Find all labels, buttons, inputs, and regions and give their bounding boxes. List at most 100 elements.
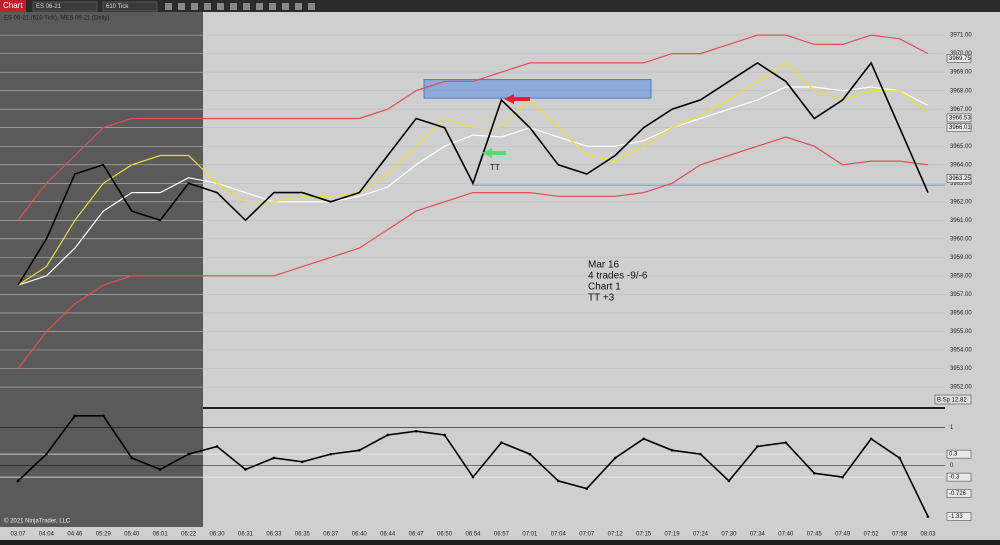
osc-dot bbox=[301, 460, 304, 464]
trade-tag: TT bbox=[490, 163, 500, 172]
y-tick-label: 3960.00 bbox=[950, 236, 972, 242]
y-tick-label: 3955.00 bbox=[950, 329, 972, 335]
entry-arrow bbox=[482, 148, 506, 158]
osc-dot bbox=[187, 452, 190, 456]
x-tick-label: 06:57 bbox=[494, 532, 510, 538]
price-marker: 3963.25 bbox=[949, 176, 971, 182]
price-marker: 3969.75 bbox=[949, 56, 971, 62]
osc-dot bbox=[642, 437, 645, 441]
x-tick-label: 03:07 bbox=[10, 532, 26, 538]
period-select[interactable] bbox=[102, 1, 158, 12]
y-tick-label: 1 bbox=[950, 425, 954, 431]
price-marker-box bbox=[946, 174, 972, 183]
osc-dot bbox=[699, 452, 702, 456]
x-tick-label: 07:49 bbox=[835, 532, 851, 538]
osc-dot bbox=[158, 468, 162, 471]
x-tick-label: 05:40 bbox=[124, 532, 140, 538]
x-tick-label: 07:34 bbox=[750, 532, 766, 538]
x-tick-label: 06:37 bbox=[323, 532, 339, 538]
x-tick-label: 06:01 bbox=[153, 532, 169, 538]
note-line: Chart 1 bbox=[588, 282, 621, 293]
y-tick-label: 3963.00 bbox=[950, 181, 972, 187]
osc-dot bbox=[841, 475, 844, 479]
x-tick-label: 07:19 bbox=[665, 532, 681, 538]
series-line bbox=[17, 61, 929, 286]
x-tick-label: 07:45 bbox=[807, 532, 823, 538]
exit-arrow bbox=[504, 94, 530, 104]
x-tick-label: 07:07 bbox=[579, 532, 595, 538]
osc-dot bbox=[613, 456, 617, 460]
y-tick-label: 0 bbox=[950, 463, 954, 469]
osc-dot bbox=[670, 449, 674, 452]
y-tick-label: 3953.00 bbox=[950, 366, 972, 372]
x-tick-label: 07:58 bbox=[892, 532, 908, 538]
x-tick-label: 07:15 bbox=[636, 532, 652, 538]
price-marker-box bbox=[946, 512, 972, 521]
note-line: Mar 16 bbox=[588, 260, 620, 271]
chart-header: ES 06-21 (610 Tick), MES 06-21 (Daily) bbox=[4, 16, 109, 22]
y-tick-label: 3962.00 bbox=[950, 199, 972, 205]
instrument: ES 06-21 bbox=[36, 4, 62, 10]
osc-dot bbox=[528, 452, 532, 456]
x-tick-label: 08:03 bbox=[920, 532, 936, 538]
x-tick-label: 06:50 bbox=[437, 532, 453, 538]
osc-dot bbox=[471, 475, 475, 479]
y-tick-label: 3971.00 bbox=[950, 33, 972, 39]
osc-dot bbox=[244, 468, 247, 471]
x-tick-label: 06:40 bbox=[352, 532, 368, 538]
osc-dot bbox=[898, 456, 901, 460]
price-marker: 0.3 bbox=[949, 452, 958, 458]
osc-dot bbox=[926, 515, 930, 518]
osc-dot bbox=[215, 445, 219, 448]
instrument-select[interactable] bbox=[32, 1, 98, 12]
y-tick-label: 3968.00 bbox=[950, 88, 972, 94]
osc-dot bbox=[727, 479, 731, 483]
osc-dot bbox=[500, 441, 503, 444]
x-tick-label: 06:44 bbox=[380, 532, 396, 538]
x-tick-label: 07:40 bbox=[778, 532, 794, 538]
x-tick-label: 06:22 bbox=[181, 532, 197, 538]
premarket-shade bbox=[0, 12, 203, 527]
x-tick-label: 06:31 bbox=[238, 532, 254, 538]
y-tick-label: 3959.00 bbox=[950, 255, 972, 261]
y-tick-label: 3958.00 bbox=[950, 273, 972, 279]
y-tick-label: 3954.00 bbox=[950, 348, 972, 354]
price-marker-box bbox=[946, 449, 972, 459]
osc-dot bbox=[756, 445, 759, 448]
osc-dot bbox=[557, 479, 560, 483]
y-tick-label: 3957.00 bbox=[950, 292, 972, 298]
x-tick-label: 07:01 bbox=[522, 532, 538, 538]
x-tick-label: 05:29 bbox=[96, 532, 112, 538]
price-marker-box bbox=[946, 123, 972, 132]
osc-dot bbox=[414, 429, 418, 433]
osc-dot bbox=[585, 487, 589, 490]
y-tick-label: 3952.00 bbox=[950, 385, 972, 391]
badge-box bbox=[934, 394, 972, 405]
price-marker-box bbox=[946, 472, 972, 482]
osc-dot bbox=[329, 452, 333, 456]
x-tick-label: 07:04 bbox=[551, 532, 567, 538]
chart-tab[interactable] bbox=[0, 0, 26, 12]
y-tick-label: 3965.00 bbox=[950, 144, 972, 150]
price-marker-box bbox=[946, 113, 972, 123]
tab-title: Chart bbox=[3, 1, 23, 10]
osc-dot bbox=[784, 441, 788, 444]
x-tick-label: 07:24 bbox=[693, 532, 709, 538]
note-line: 4 trades -9/-6 bbox=[588, 271, 648, 282]
x-tick-label: 04:04 bbox=[39, 532, 55, 538]
y-tick-label: 3956.00 bbox=[950, 311, 972, 317]
osc-dot bbox=[45, 452, 48, 456]
series-line bbox=[17, 62, 929, 286]
x-tick-label: 06:30 bbox=[210, 532, 226, 538]
price-marker: 3966.01 bbox=[949, 125, 971, 131]
series-line bbox=[17, 34, 929, 221]
osc-dot bbox=[386, 433, 389, 437]
osc-dot bbox=[812, 471, 816, 475]
price-marker: -1.33 bbox=[949, 514, 963, 520]
osc-dot bbox=[443, 433, 446, 437]
x-tick-label: 06:35 bbox=[295, 532, 311, 538]
price-marker: -0.3 bbox=[949, 475, 960, 481]
x-tick-label: 07:52 bbox=[864, 532, 880, 538]
